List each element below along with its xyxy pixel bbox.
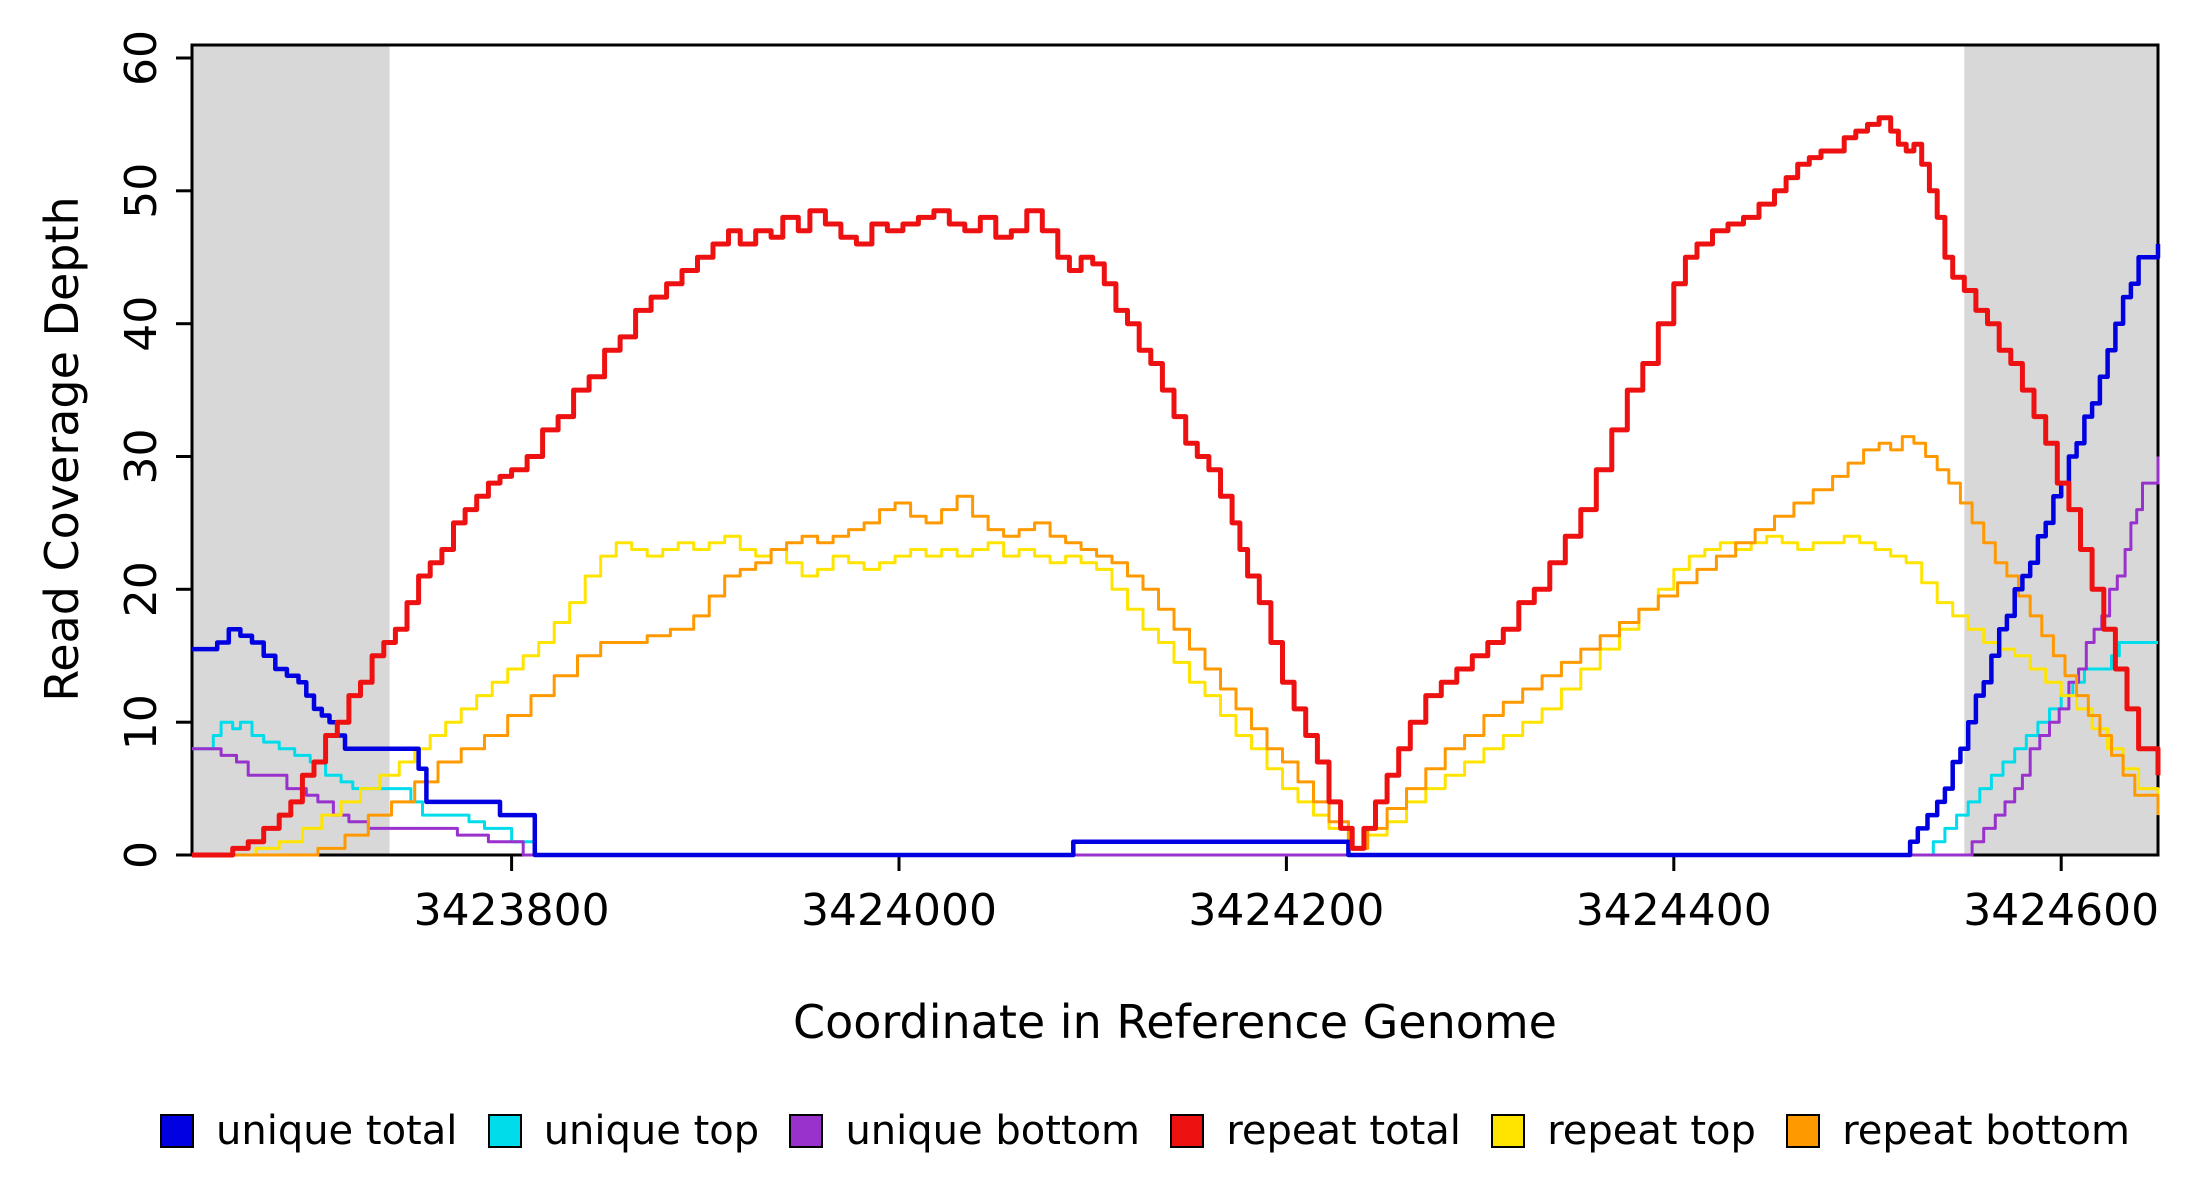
x-axis-title: Coordinate in Reference Genome xyxy=(793,995,1557,1049)
legend-item-repeat-total: repeat total xyxy=(1170,1108,1461,1154)
legend-swatch-repeat-total xyxy=(1170,1114,1205,1148)
legend-item-unique-bottom: unique bottom xyxy=(789,1108,1140,1154)
legend-item-repeat-bottom: repeat bottom xyxy=(1786,1108,2130,1154)
legend-label: repeat top xyxy=(1547,1108,1756,1154)
shaded-region xyxy=(192,45,390,855)
legend-label: repeat total xyxy=(1226,1108,1461,1154)
legend-label: repeat bottom xyxy=(1842,1108,2130,1154)
y-tick-label: 50 xyxy=(116,163,167,219)
coverage-plot: 3423800 3424000 3424200 3424400 3424600 0 10 20… xyxy=(116,30,2161,936)
legend-label: unique bottom xyxy=(845,1108,1141,1154)
legend: unique total unique top unique bottom re… xyxy=(160,1108,2130,1154)
series-line-repeat-top xyxy=(192,534,2160,857)
legend-label: unique total xyxy=(216,1108,458,1154)
legend-swatch-repeat-top xyxy=(1491,1114,1526,1148)
y-tick-label: 20 xyxy=(116,561,167,617)
shaded-region xyxy=(1964,45,2158,855)
y-axis-title: Read Coverage Depth xyxy=(35,196,89,702)
y-tick-label: 0 xyxy=(116,841,167,869)
legend-swatch-unique-top xyxy=(487,1114,522,1148)
legend-item-unique-total: unique total xyxy=(160,1108,457,1154)
y-tick-label: 40 xyxy=(116,296,167,352)
y-tick-label: 10 xyxy=(116,694,167,750)
series-line-unique-bottom xyxy=(192,456,2160,857)
x-tick-label: 3424000 xyxy=(801,885,997,936)
legend-swatch-repeat-bottom xyxy=(1786,1114,1821,1148)
series-line-unique-top xyxy=(192,641,2158,857)
series-line-unique-total xyxy=(192,244,2161,858)
legend-item-repeat-top: repeat top xyxy=(1491,1108,1756,1154)
y-tick-label: 60 xyxy=(116,30,167,86)
legend-swatch-unique-bottom xyxy=(789,1114,824,1148)
x-tick-label: 3424400 xyxy=(1576,885,1772,936)
x-tick-label: 3423800 xyxy=(414,885,610,936)
x-tick-label: 3424600 xyxy=(1963,885,2159,936)
series-line-repeat-bottom xyxy=(192,435,2160,857)
series-line-repeat-total xyxy=(192,115,2161,858)
legend-swatch-unique-total xyxy=(160,1114,194,1148)
y-tick-label: 30 xyxy=(116,429,167,485)
x-tick-label: 3424200 xyxy=(1188,885,1384,936)
legend-label: unique top xyxy=(543,1108,760,1154)
legend-item-unique-top: unique top xyxy=(487,1108,760,1154)
